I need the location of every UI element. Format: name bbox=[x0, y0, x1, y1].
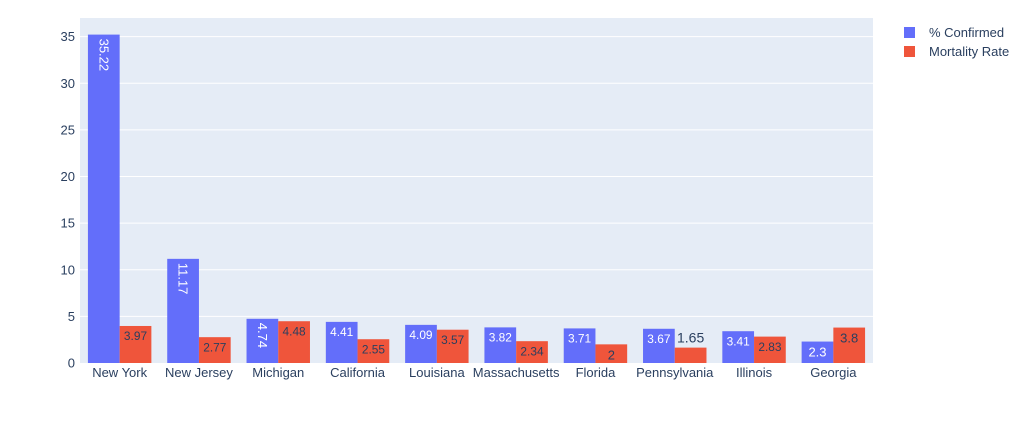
bar-mortality[interactable] bbox=[278, 321, 310, 363]
bar-value-label: 3.41 bbox=[727, 334, 751, 348]
bar-mortality[interactable] bbox=[119, 325, 152, 363]
bar-value-label: 2 bbox=[608, 347, 615, 362]
x-tick-label: Michigan bbox=[252, 365, 304, 380]
legend-swatch bbox=[904, 46, 915, 57]
legend-item-confirmed[interactable]: % Confirmed bbox=[904, 25, 1004, 40]
bar-value-label: 3.97 bbox=[124, 329, 148, 343]
legend-label: % Confirmed bbox=[929, 25, 1004, 40]
bar-value-label: 1.65 bbox=[677, 330, 704, 346]
bar-confirmed[interactable] bbox=[246, 318, 279, 363]
bar-mortality[interactable] bbox=[436, 329, 469, 363]
bar-confirmed[interactable] bbox=[405, 324, 437, 363]
x-tick-label: Pennsylvania bbox=[636, 365, 714, 380]
y-tick-label: 25 bbox=[61, 122, 75, 137]
x-tick-label: Georgia bbox=[810, 365, 857, 380]
bar-confirmed[interactable] bbox=[484, 327, 517, 363]
bar-mortality[interactable] bbox=[198, 337, 231, 363]
bar-mortality[interactable] bbox=[595, 344, 628, 363]
bar-mortality[interactable] bbox=[833, 327, 866, 363]
bar-value-label: 2.3 bbox=[808, 345, 826, 360]
legend-swatch bbox=[904, 27, 915, 38]
bar-confirmed[interactable] bbox=[167, 258, 199, 363]
bar-mortality[interactable] bbox=[754, 336, 786, 363]
x-tick-label: New Jersey bbox=[165, 365, 233, 380]
y-tick-label: 20 bbox=[61, 169, 75, 184]
bar-value-label: 2.34 bbox=[520, 344, 544, 358]
y-tick-label: 15 bbox=[61, 216, 75, 231]
y-tick-label: 10 bbox=[61, 262, 75, 277]
legend-item-mortality[interactable]: Mortality Rate bbox=[904, 44, 1009, 59]
bar-value-label: 4.09 bbox=[409, 328, 433, 342]
bar-value-label: 3.71 bbox=[568, 332, 592, 346]
bar-value-label: 35.22 bbox=[96, 39, 111, 72]
x-tick-label: Massachusetts bbox=[473, 365, 560, 380]
bar-value-label: 2.55 bbox=[362, 342, 386, 356]
bar-mortality[interactable] bbox=[516, 341, 548, 363]
bar-confirmed[interactable] bbox=[722, 331, 755, 363]
x-tick-label: California bbox=[330, 365, 386, 380]
legend[interactable]: % Confirmed Mortality Rate bbox=[904, 25, 1009, 59]
bar-value-label: 4.41 bbox=[330, 325, 354, 339]
bars-group: 35.22 3.97 11.17 2.77 4.74 4.48 4.41 2.55 4.09 3.… bbox=[87, 34, 866, 364]
y-tick-label: 30 bbox=[61, 76, 75, 91]
x-tick-label: Illinois bbox=[736, 365, 773, 380]
bar-value-label: 4.48 bbox=[283, 324, 307, 338]
bar-value-label: 2.83 bbox=[758, 340, 782, 354]
bar-confirmed[interactable] bbox=[563, 328, 596, 363]
y-tick-label: 5 bbox=[68, 309, 75, 324]
bar-value-label: 11.17 bbox=[176, 263, 191, 295]
bar-value-label: 2.77 bbox=[203, 340, 227, 354]
y-tick-label: 0 bbox=[68, 356, 75, 371]
legend-label: Mortality Rate bbox=[929, 44, 1009, 59]
bar-confirmed[interactable] bbox=[87, 34, 120, 364]
bar-value-label: 3.8 bbox=[840, 331, 858, 346]
gridlines bbox=[80, 36, 873, 317]
x-tick-label: Florida bbox=[576, 365, 617, 380]
bar-mortality[interactable] bbox=[674, 347, 707, 363]
bar-value-label: 3.82 bbox=[489, 331, 513, 345]
x-axis: New York New Jersey Michigan California Loui… bbox=[92, 365, 857, 380]
x-tick-label: New York bbox=[92, 365, 147, 380]
bar-value-label: 3.67 bbox=[647, 332, 671, 346]
plot-background bbox=[80, 18, 873, 363]
bar-confirmed[interactable] bbox=[325, 321, 358, 363]
y-axis: 0 5 10 15 20 25 30 35 bbox=[61, 29, 75, 370]
bar-value-label: 4.74 bbox=[255, 323, 270, 348]
bar-confirmed[interactable] bbox=[643, 328, 675, 363]
bar-mortality[interactable] bbox=[357, 339, 390, 363]
bar-confirmed[interactable] bbox=[801, 341, 834, 363]
x-tick-label: Louisiana bbox=[409, 365, 465, 380]
y-tick-label: 35 bbox=[61, 29, 75, 44]
bar-value-label: 3.57 bbox=[441, 333, 465, 347]
